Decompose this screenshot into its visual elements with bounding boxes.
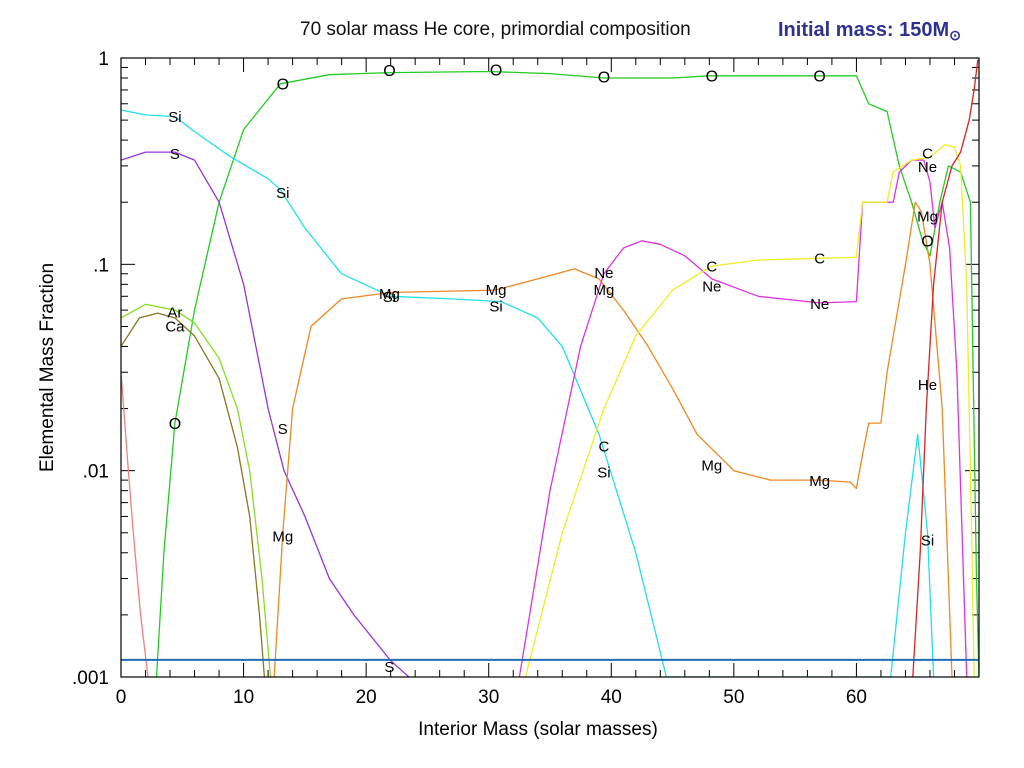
element-label-si: Si (276, 185, 289, 202)
initial-mass-label: Initial mass: 150M⊙ (778, 19, 961, 44)
x-tick-label: 20 (356, 687, 377, 708)
element-label-mg: Mg (701, 457, 722, 474)
element-label-s: S (278, 421, 288, 438)
element-label-o: O (169, 416, 181, 433)
series-ca (121, 312, 266, 677)
series-unlabeled (121, 372, 149, 677)
series-c (524, 144, 975, 677)
y-tick-label: 1 (98, 49, 109, 70)
element-label-c: C (599, 438, 610, 455)
y-tick-label: .001 (72, 668, 109, 689)
x-tick-label: 50 (723, 687, 744, 708)
element-label-mg: Mg (379, 286, 400, 303)
plot-frame (120, 57, 980, 678)
element-label-o: O (277, 76, 289, 93)
series-si (121, 109, 935, 677)
x-axis-label: Interior Mass (solar masses) (418, 719, 658, 740)
element-label-c: C (706, 259, 717, 276)
initial-mass-text: Initial mass: 150M (778, 19, 950, 41)
series-mg (273, 201, 953, 677)
tick-marks (120, 58, 980, 678)
y-tick-label: .01 (83, 462, 109, 483)
element-label-ne: Ne (810, 296, 829, 313)
sun-symbol: ⊙ (949, 27, 961, 43)
series-ne (518, 159, 968, 677)
x-tick-label: 10 (233, 687, 254, 708)
element-label-si: Si (489, 298, 502, 315)
x-tick-label: 60 (846, 687, 867, 708)
x-tick-label: 30 (478, 687, 499, 708)
series-o (155, 70, 979, 677)
element-label-si: Si (168, 109, 181, 126)
plot-border (120, 57, 980, 678)
element-label-he: He (918, 377, 937, 394)
y-tick-label: .1 (93, 255, 109, 276)
y-axis-label: Elemental Mass Fraction (37, 263, 58, 472)
element-label-ne: Ne (594, 265, 613, 282)
element-label-s: S (170, 146, 180, 163)
series-ar (121, 303, 272, 677)
element-label-si: Si (597, 464, 610, 481)
element-label-mg: Mg (594, 282, 615, 299)
x-tick-label: 40 (601, 687, 622, 708)
element-label-ne: Ne (918, 159, 937, 176)
element-label-c: C (922, 145, 933, 162)
axes-text: 0 10 20 30 40 50 60 .001 .01 .1 1 Interior Mass (so… (37, 49, 867, 740)
element-label-o: O (490, 63, 502, 80)
element-label-c: C (814, 250, 825, 267)
element-label-mg: Mg (486, 282, 507, 299)
element-label-o: O (598, 70, 610, 87)
element-label-s: S (384, 659, 394, 676)
element-label-si: Si (921, 532, 934, 549)
element-label-o: O (383, 63, 395, 80)
chart-title: 70 solar mass He core, primordial compos… (300, 19, 691, 40)
element-label-ca: Ca (165, 318, 185, 335)
element-label-ar: Ar (167, 304, 182, 321)
x-tick-label: 0 (116, 687, 127, 708)
element-label-ne: Ne (702, 279, 721, 296)
element-label-si: Si (383, 289, 396, 306)
series-s (121, 151, 410, 677)
element-label-mg: Mg (917, 208, 938, 225)
series-lines (121, 59, 979, 677)
element-label-mg: Mg (809, 473, 830, 490)
series-he (912, 59, 979, 677)
element-label-mg: Mg (272, 528, 293, 545)
element-label-o: O (813, 68, 825, 85)
element-label-o: O (921, 234, 933, 251)
element-label-o: O (706, 68, 718, 85)
